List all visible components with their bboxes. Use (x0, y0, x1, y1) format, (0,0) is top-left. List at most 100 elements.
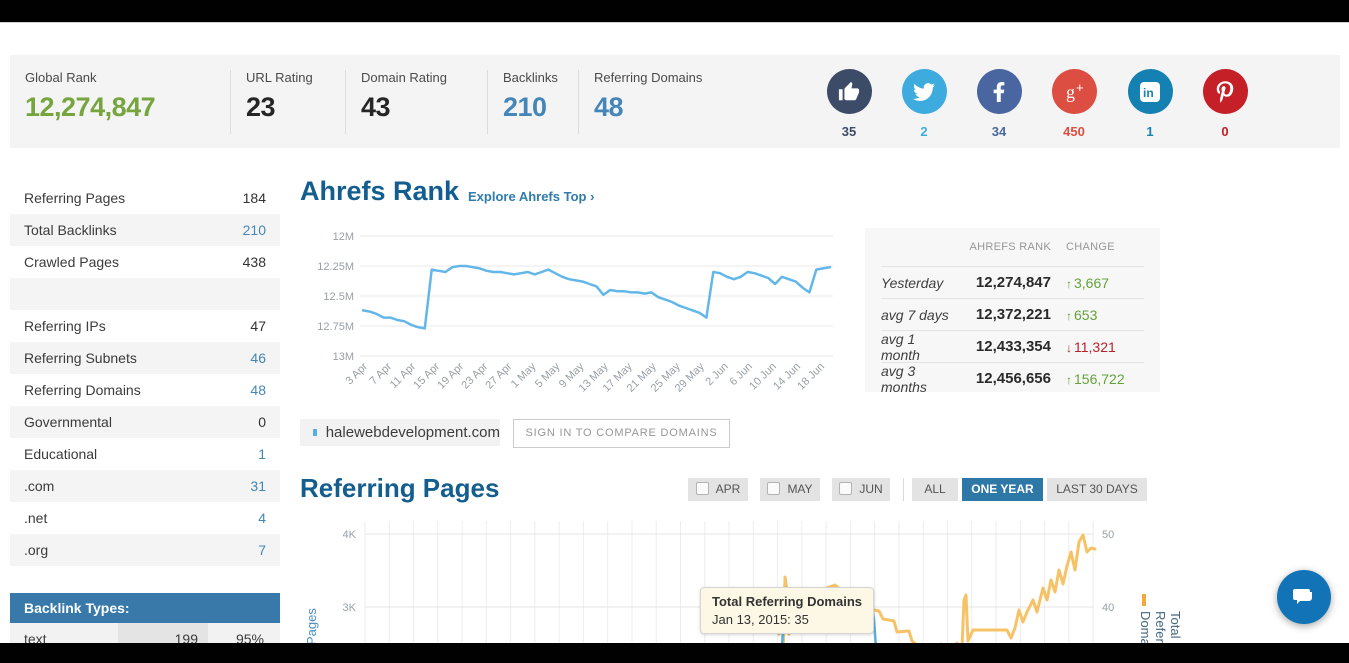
change-value: ↑ 3,667 (1066, 274, 1110, 291)
sidebar-row-crawled-pages[interactable]: Crawled Pages 438 (10, 246, 280, 278)
twitter-icon[interactable] (901, 69, 947, 114)
svg-text:2 Jun: 2 Jun (703, 361, 731, 389)
google-plus-icon[interactable]: g + (1051, 69, 1097, 114)
social-likes[interactable]: 35 (826, 69, 872, 139)
social-count: 35 (841, 124, 857, 139)
stat-value: 12,274,847 (25, 92, 156, 122)
explore-ahrefs-top-link[interactable]: Explore Ahrefs Top › (468, 189, 595, 204)
header-stats-panel: Global Rank 12,274,847 URL Rating 23 Dom… (10, 55, 1340, 148)
chart-tooltip: Total Referring Domains Jan 13, 2015: 35 (700, 587, 875, 634)
svg-text:50: 50 (1102, 529, 1114, 541)
social-count: 0 (1221, 124, 1229, 139)
svg-text:27 Apr: 27 Apr (483, 360, 514, 391)
sidebar-row-referring-subnets[interactable]: Referring Subnets 46 (10, 342, 280, 374)
filter-last-30-days-button[interactable]: LAST 30 DAYS (1047, 478, 1147, 501)
svg-text:40: 40 (1102, 602, 1114, 614)
row-value[interactable]: 210 (242, 222, 266, 238)
stat-global-rank: Global Rank 12,274,847 (25, 70, 156, 134)
col-ahrefs-rank: AHREFS RANK (969, 241, 1051, 253)
linkedin-icon[interactable]: in (1127, 69, 1173, 114)
svg-text:g: g (1066, 82, 1075, 102)
stat-value: 210 (503, 92, 547, 122)
filter-may-button[interactable]: MAY (760, 478, 820, 501)
stat-value: 43 (361, 92, 391, 122)
backlink-types-title: Backlink Types: (24, 600, 130, 616)
pinterest-icon[interactable] (1202, 69, 1248, 114)
sidebar-row-net[interactable]: .net 4 (10, 502, 280, 534)
stat-referring-domains: Referring Domains 48 (578, 70, 702, 134)
social-facebook[interactable]: 34 (976, 69, 1022, 139)
row-label: Referring IPs (24, 318, 106, 334)
thumbs-up-icon[interactable] (826, 69, 872, 114)
sidebar-row-referring-ips[interactable]: Referring IPs 47 (10, 310, 280, 342)
table-row-avg-7-days: avg 7 days 12,372,221 ↑ 653 (881, 298, 1144, 330)
tooltip-title: Total Referring Domains (712, 594, 863, 609)
social-google-plus[interactable]: g + 450 (1051, 69, 1097, 139)
svg-text:1 May: 1 May (509, 360, 539, 390)
row-value[interactable]: 46 (250, 350, 266, 366)
stat-value: 48 (594, 92, 624, 122)
apr-checkbox[interactable] (695, 482, 709, 495)
svg-text:5 May: 5 May (533, 360, 563, 390)
social-twitter[interactable]: 2 (901, 69, 947, 139)
jun-checkbox[interactable] (839, 482, 853, 495)
social-linkedin[interactable]: in 1 (1127, 69, 1173, 139)
row-value: 47 (250, 318, 266, 334)
sidebar-row-educational[interactable]: Educational 1 (10, 438, 280, 470)
social-pinterest[interactable]: 0 (1202, 69, 1248, 139)
sign-in-to-compare-button[interactable]: SIGN IN TO COMPARE DOMAINS (513, 419, 730, 448)
table-row-avg-1-month: avg 1 month 12,433,354 ↓ 11,321 (881, 330, 1144, 363)
sidebar-row-blank (10, 278, 280, 310)
change-value: ↑ 653 (1066, 306, 1098, 323)
sidebar-row-com[interactable]: .com 31 (10, 470, 280, 502)
row-value[interactable]: 48 (250, 382, 266, 398)
chart-legend: halewebdevelopment.com (300, 419, 500, 446)
stat-label: Referring Domains (594, 70, 703, 85)
row-value: 438 (242, 254, 266, 270)
svg-text:12M: 12M (333, 231, 354, 243)
legend-domain: halewebdevelopment.com (325, 424, 500, 441)
filter-one-year-button[interactable]: ONE YEAR (962, 478, 1043, 501)
change-value: ↑ 156,722 (1066, 370, 1125, 387)
stat-label: Backlinks (503, 70, 558, 85)
row-label: Total Backlinks (24, 222, 117, 238)
row-label: .com (24, 478, 55, 494)
table-header-row: AHREFS RANK CHANGE (881, 228, 1144, 266)
social-count: 1 (1146, 124, 1154, 139)
sidebar-row-referring-pages[interactable]: Referring Pages 184 (10, 182, 280, 214)
svg-text:12.5M: 12.5M (323, 291, 354, 303)
chat-widget-button[interactable] (1277, 570, 1331, 624)
svg-text:12.75M: 12.75M (317, 321, 354, 333)
row-label: Crawled Pages (24, 254, 119, 270)
stat-label: Global Rank (25, 70, 97, 85)
row-value[interactable]: 1 (258, 446, 266, 462)
row-label: Referring Subnets (24, 350, 137, 366)
filter-all-button[interactable]: ALL (912, 478, 958, 501)
svg-text:18 Jun: 18 Jun (795, 361, 827, 393)
svg-text:3K: 3K (343, 602, 357, 614)
row-value[interactable]: 31 (250, 478, 266, 494)
tooltip-value: Jan 13, 2015: 35 (712, 612, 809, 627)
stat-domain-rating: Domain Rating 43 (345, 70, 447, 134)
sidebar-row-governmental[interactable]: Governmental 0 (10, 406, 280, 438)
filter-apr-button[interactable]: APR (688, 478, 748, 501)
sidebar-row-org[interactable]: .org 7 (10, 534, 280, 566)
ahrefs-rank-table: AHREFS RANK CHANGE Yesterday 12,274,847 … (865, 228, 1160, 395)
sidebar-row-total-backlinks[interactable]: Total Backlinks 210 (10, 214, 280, 246)
row-label: Referring Pages (24, 190, 126, 206)
svg-text:13M: 13M (333, 351, 354, 363)
row-value[interactable]: 7 (258, 542, 266, 558)
change-value: ↓ 11,321 (1066, 338, 1116, 355)
row-value[interactable]: 4 (258, 510, 266, 526)
may-checkbox[interactable] (767, 482, 781, 495)
social-count: 34 (991, 124, 1007, 139)
row-label: Referring Domains (24, 382, 141, 398)
right-axis-color-dash (1142, 594, 1146, 606)
row-label: .net (24, 510, 48, 526)
sidebar-row-referring-domains[interactable]: Referring Domains 48 (10, 374, 280, 406)
facebook-icon[interactable] (976, 69, 1022, 114)
svg-text:12.25M: 12.25M (317, 261, 354, 273)
filter-jun-button[interactable]: JUN (832, 478, 890, 501)
row-value: 184 (242, 190, 266, 206)
